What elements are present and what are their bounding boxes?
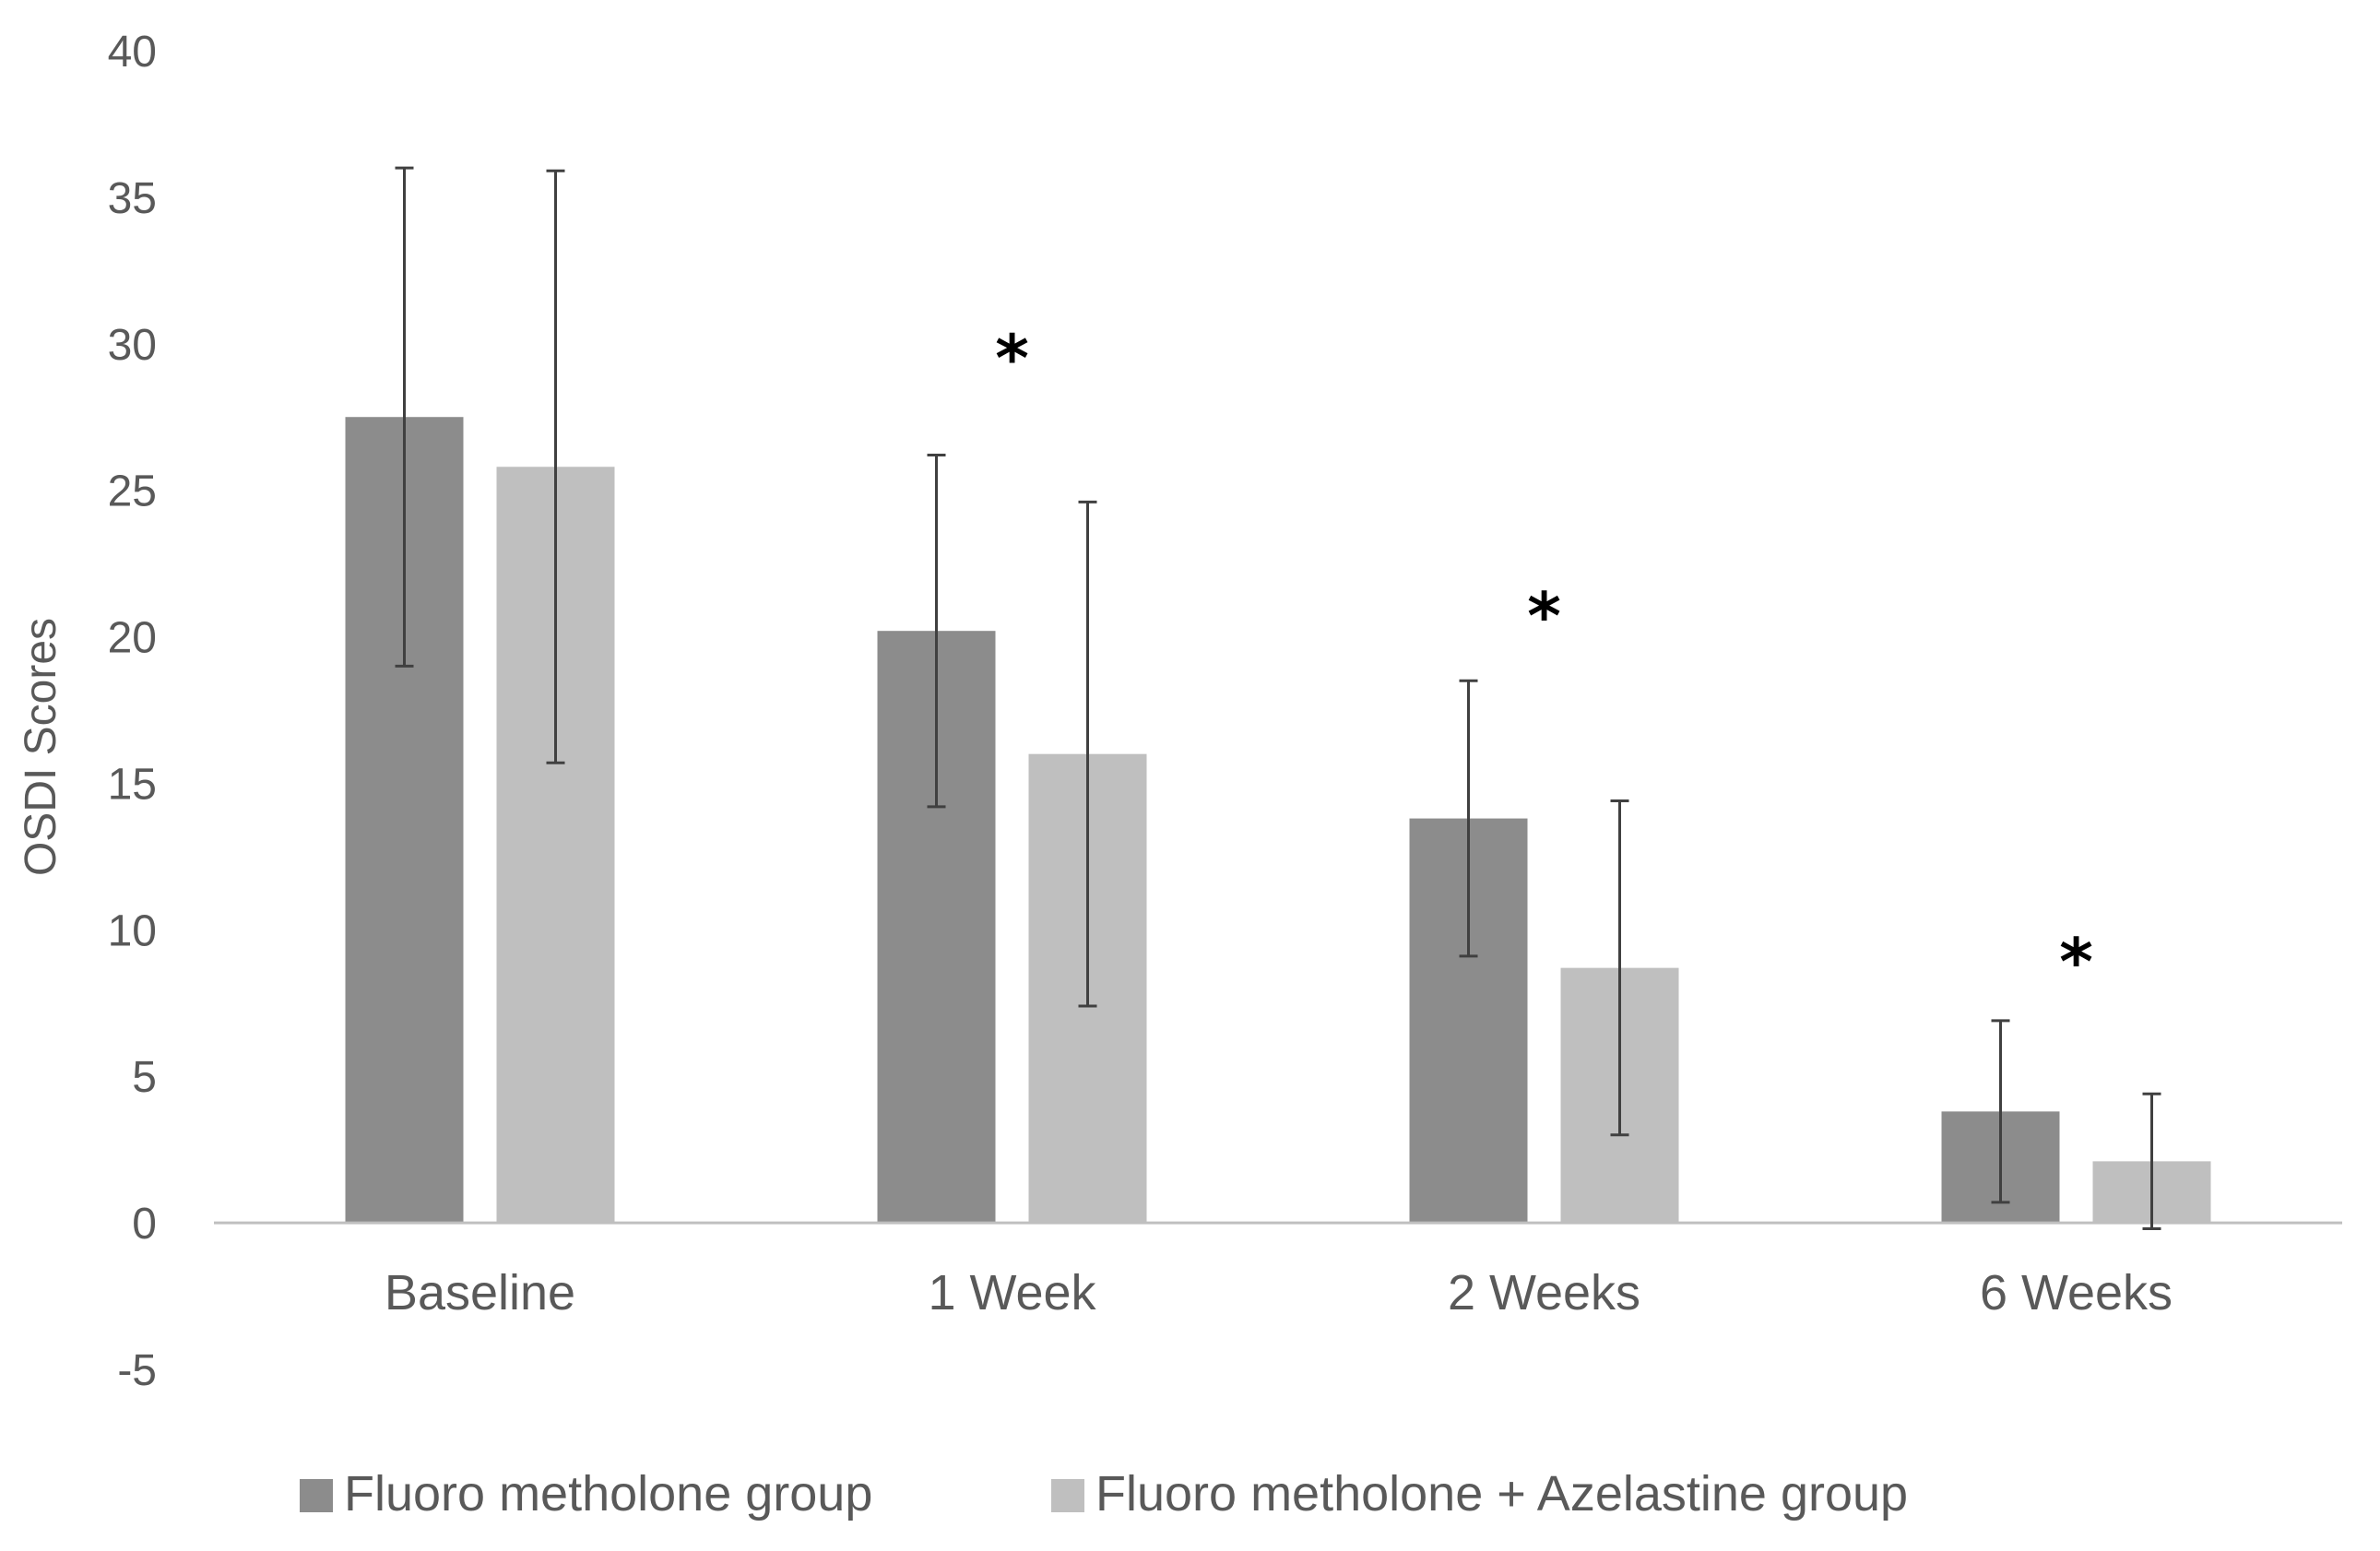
x-category-label: 2 Weeks: [1448, 1265, 1640, 1320]
y-tick-label: 0: [132, 1200, 157, 1249]
legend-swatch: [300, 1479, 333, 1512]
legend-swatch: [1051, 1479, 1084, 1512]
error-bars: [395, 166, 2161, 1230]
bars: [345, 417, 2211, 1224]
x-category-label: Baseline: [385, 1265, 575, 1320]
y-tick-label: 15: [108, 760, 157, 809]
y-tick-label: -5: [117, 1346, 157, 1395]
y-tick-label: 20: [108, 614, 157, 663]
legend: Fluoro metholone group Fluoro metholone +…: [300, 1466, 1908, 1521]
y-tick-label: 5: [132, 1053, 157, 1102]
significance-marks: * * *: [995, 321, 2093, 1000]
y-tick-label: 10: [108, 906, 157, 955]
significance-asterisk: *: [995, 321, 1029, 397]
y-axis-ticks: 40 35 30 25 20 15 10 5 0 -5: [108, 28, 157, 1395]
legend-label: Fluoro metholone + Azelastine group: [1095, 1466, 1908, 1521]
y-tick-label: 35: [108, 174, 157, 223]
legend-label: Fluoro metholone group: [344, 1466, 872, 1521]
significance-asterisk: *: [2059, 924, 2093, 1000]
y-axis-title: OSDI Scores: [17, 618, 65, 876]
x-category-label: 6 Weeks: [1980, 1265, 2173, 1320]
significance-asterisk: *: [1527, 578, 1561, 654]
x-category-label: 1 Week: [928, 1265, 1096, 1320]
y-axis-title-group: OSDI Scores: [17, 618, 65, 876]
y-tick-label: 30: [108, 321, 157, 370]
y-tick-label: 25: [108, 468, 157, 516]
y-tick-label: 40: [108, 28, 157, 77]
category-labels: Baseline 1 Week 2 Weeks 6 Weeks: [385, 1265, 2173, 1320]
